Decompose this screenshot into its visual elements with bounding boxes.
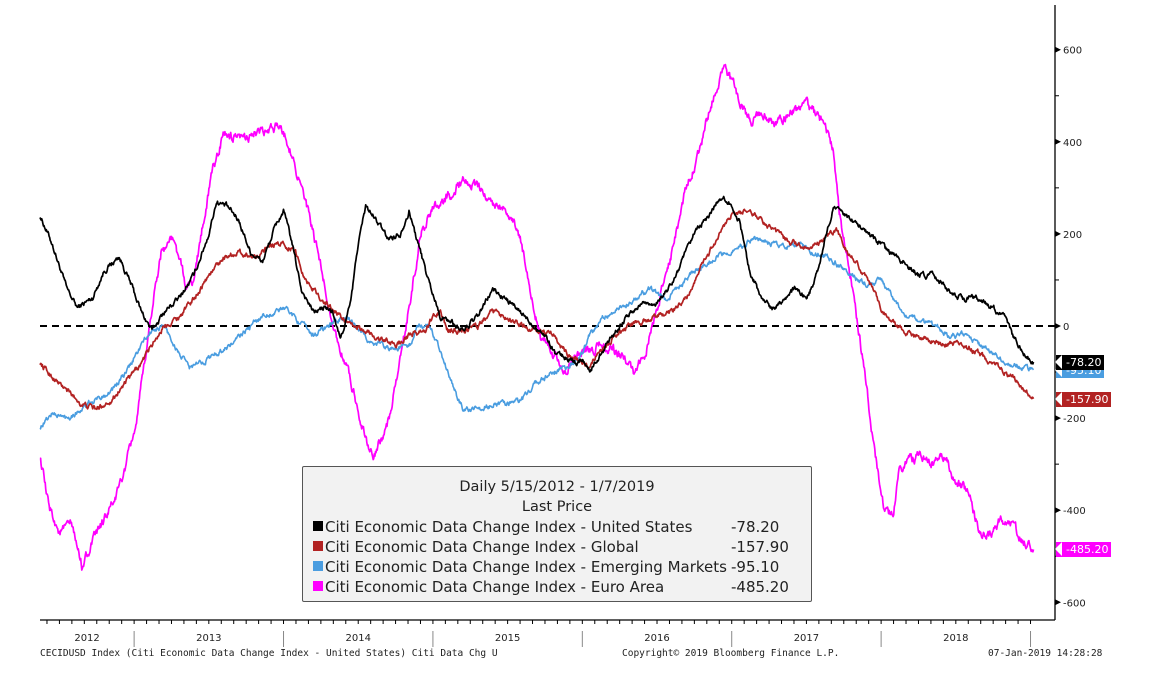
legend-label: Citi Economic Data Change Index - United… — [325, 518, 693, 536]
last-value-tag-euro-area: -485.20 — [1054, 542, 1112, 558]
y-tick-mark — [1055, 415, 1061, 422]
y-tick-mark — [1055, 599, 1061, 606]
x-axis: 2012 2013 2014 2015 2016 2017 2018 — [40, 619, 1055, 647]
y-tick-mark — [1055, 230, 1061, 237]
x-tick-label: 2017 — [794, 633, 819, 644]
legend-value: -157.90 — [731, 538, 789, 556]
footer-ticker-description: CECIDUSD Index (Citi Economic Data Chang… — [40, 648, 498, 659]
series-layer — [39, 63, 1035, 571]
series-line-united-states — [39, 195, 1035, 373]
legend-date-range: Daily 5/15/2012 - 1/7/2019 — [459, 479, 655, 495]
y-tick-label: 400 — [1063, 138, 1082, 149]
legend-swatch — [313, 561, 323, 571]
legend-item-euro-area: Citi Economic Data Change Index - Euro A… — [313, 577, 805, 597]
x-tick-label: 2016 — [644, 633, 669, 644]
legend-item-emerging-markets: Citi Economic Data Change Index - Emergi… — [313, 557, 805, 577]
legend-value: -78.20 — [731, 518, 780, 536]
y-tick-label: 200 — [1063, 230, 1082, 241]
legend-item-united-states: Citi Economic Data Change Index - United… — [313, 517, 805, 537]
footer-copyright: Copyright© 2019 Bloomberg Finance L.P. — [622, 648, 840, 659]
y-tick-label: -400 — [1063, 506, 1086, 517]
last-value-tag-united-states: -78.20 — [1054, 355, 1105, 370]
series-line-global — [39, 208, 1035, 411]
legend-value: -485.20 — [731, 578, 789, 596]
footer-timestamp: 07-Jan-2019 14:28:28 — [988, 648, 1103, 659]
legend-swatch — [313, 581, 323, 591]
legend-label: Citi Economic Data Change Index - Global — [325, 538, 639, 556]
legend-label: Citi Economic Data Change Index - Euro A… — [325, 578, 665, 596]
legend-subtitle: Last Price — [521, 499, 593, 515]
y-tick-mark — [1055, 46, 1061, 53]
y-tick-label: -600 — [1063, 598, 1086, 609]
legend-label: Citi Economic Data Change Index - Emergi… — [325, 558, 727, 576]
last-value-tag-global: -157.90 — [1054, 391, 1112, 407]
series-line-euro-area — [39, 63, 1035, 571]
legend-box: Daily 5/15/2012 - 1/7/2019 Last Price Ci… — [302, 466, 812, 602]
legend-item-global: Citi Economic Data Change Index - Global… — [313, 537, 805, 557]
x-tick-label: 2013 — [196, 633, 221, 644]
x-tick-label: 2018 — [943, 633, 968, 644]
legend-swatch — [313, 521, 323, 531]
legend-value: -95.10 — [731, 558, 780, 576]
y-tick-mark — [1055, 138, 1061, 145]
x-tick-label: 2014 — [345, 633, 370, 644]
x-tick-label: 2012 — [74, 633, 99, 644]
y-tick-label: 0 — [1063, 322, 1069, 333]
y-tick-label: 600 — [1063, 46, 1082, 57]
y-tick-mark — [1055, 323, 1061, 329]
series-line-emerging-markets — [39, 235, 1035, 430]
y-tick-label: -200 — [1063, 414, 1086, 425]
y-axis: 600 400 200 0 -200 -400 -600 — [1054, 5, 1086, 620]
legend-swatch — [313, 541, 323, 551]
x-tick-label: 2015 — [495, 633, 520, 644]
y-tick-mark — [1055, 507, 1061, 514]
